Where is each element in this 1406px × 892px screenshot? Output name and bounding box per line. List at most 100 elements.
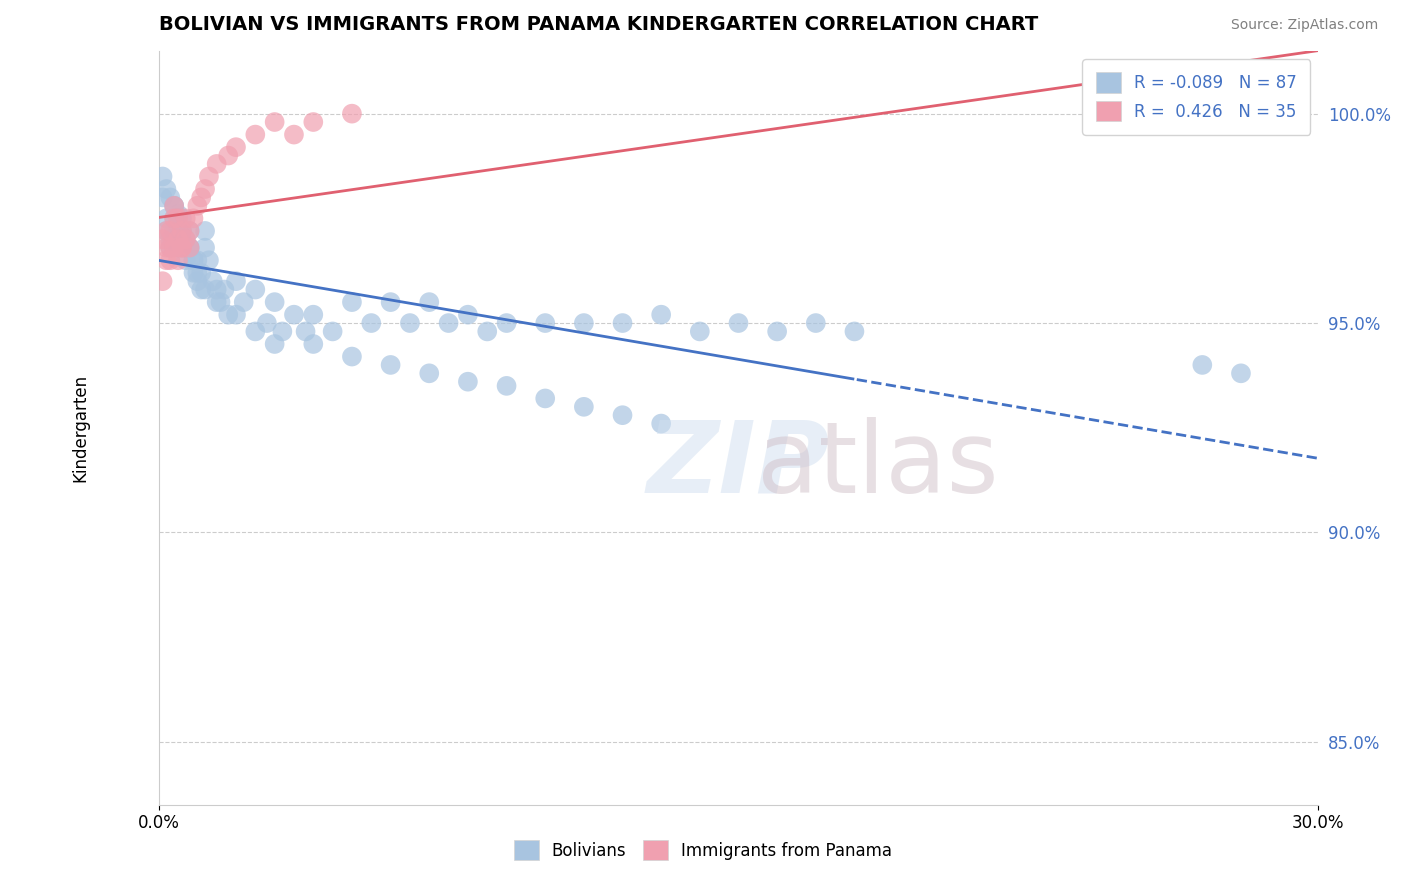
Point [271, 325, 294, 339]
Point [163, 199, 186, 213]
Point [155, 182, 177, 196]
Point [170, 241, 193, 255]
Point [198, 253, 221, 268]
Point [572, 316, 595, 330]
Point [159, 241, 181, 255]
Point [179, 224, 201, 238]
Point [205, 157, 228, 171]
Point [167, 211, 190, 226]
Point [399, 316, 422, 330]
Point [194, 224, 217, 238]
Text: atlas: atlas [756, 417, 998, 514]
Point [217, 148, 239, 162]
Point [174, 253, 197, 268]
Point [170, 241, 193, 255]
Point [170, 224, 193, 238]
Point [1230, 367, 1253, 381]
Point [495, 316, 517, 330]
Point [183, 211, 205, 226]
Point [170, 224, 193, 238]
Point [174, 232, 197, 246]
Point [650, 308, 672, 322]
Point [302, 308, 325, 322]
Point [612, 408, 634, 422]
Point [174, 211, 197, 226]
Point [186, 266, 208, 280]
Point [495, 379, 517, 393]
Point [263, 295, 285, 310]
Point [205, 295, 228, 310]
Point [727, 316, 749, 330]
Point [340, 106, 363, 120]
Legend: R = -0.089   N = 87, R =  0.426   N = 35: R = -0.089 N = 87, R = 0.426 N = 35 [1083, 59, 1310, 135]
Point [152, 190, 174, 204]
Point [322, 325, 344, 339]
Point [174, 241, 197, 255]
Point [263, 337, 285, 351]
Point [186, 199, 208, 213]
Point [163, 224, 186, 238]
Point [214, 283, 236, 297]
Point [534, 392, 557, 406]
Point [155, 241, 177, 255]
Point [167, 241, 190, 255]
Point [163, 211, 186, 226]
Point [340, 295, 363, 310]
Point [163, 211, 186, 226]
Point [457, 308, 479, 322]
Point [205, 283, 228, 297]
Point [155, 224, 177, 238]
Point [183, 266, 205, 280]
Point [159, 253, 181, 268]
Point [612, 316, 634, 330]
Point [163, 199, 186, 213]
Point [174, 232, 197, 246]
Point [163, 241, 186, 255]
Point [179, 241, 201, 255]
Point [155, 224, 177, 238]
Point [534, 316, 557, 330]
Point [194, 283, 217, 297]
Point [217, 308, 239, 322]
Point [186, 253, 208, 268]
Point [283, 128, 305, 142]
Point [380, 295, 402, 310]
Point [340, 350, 363, 364]
Point [152, 274, 174, 288]
Point [256, 316, 278, 330]
Point [159, 190, 181, 204]
Point [159, 232, 181, 246]
Point [804, 316, 827, 330]
Point [194, 182, 217, 196]
Point [225, 140, 247, 154]
Point [167, 232, 190, 246]
Point [766, 325, 789, 339]
Point [167, 207, 190, 221]
Legend: Bolivians, Immigrants from Panama: Bolivians, Immigrants from Panama [506, 833, 900, 867]
Point [159, 241, 181, 255]
Point [198, 169, 221, 184]
Point [225, 274, 247, 288]
Point [572, 400, 595, 414]
Point [170, 232, 193, 246]
Point [283, 308, 305, 322]
Text: Source: ZipAtlas.com: Source: ZipAtlas.com [1230, 18, 1378, 32]
Point [650, 417, 672, 431]
Point [201, 274, 224, 288]
Point [1191, 358, 1213, 372]
Point [418, 367, 440, 381]
Text: ZIP: ZIP [647, 417, 830, 514]
Point [360, 316, 382, 330]
Point [170, 224, 193, 238]
Point [179, 241, 201, 255]
Point [159, 224, 181, 238]
Y-axis label: Kindergarten: Kindergarten [72, 374, 89, 482]
Point [263, 115, 285, 129]
Point [167, 253, 190, 268]
Point [245, 128, 267, 142]
Point [190, 283, 212, 297]
Point [245, 283, 267, 297]
Point [477, 325, 499, 339]
Point [225, 308, 247, 322]
Point [152, 232, 174, 246]
